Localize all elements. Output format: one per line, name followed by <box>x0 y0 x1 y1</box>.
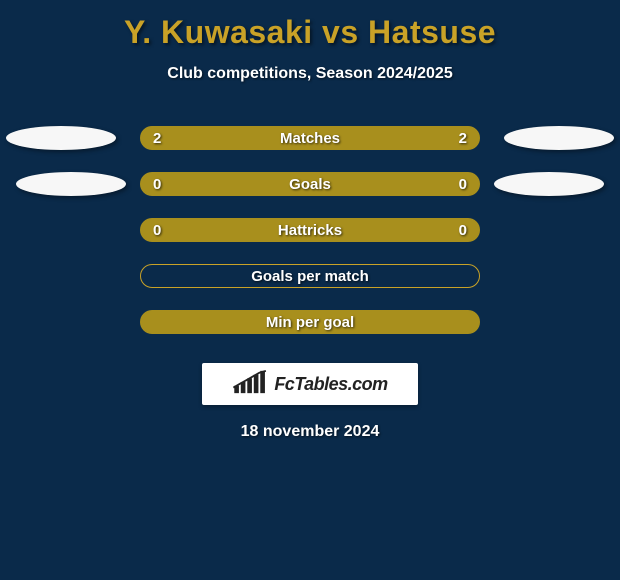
stat-box: Min per goal <box>140 310 480 334</box>
stat-value-left: 0 <box>153 222 161 239</box>
player-ellipse-right <box>504 126 614 150</box>
stat-box: Goals per match <box>140 264 480 288</box>
stat-value-left: 2 <box>153 130 161 147</box>
stat-row: Goals0 0 <box>0 161 620 207</box>
page-title: Y. Kuwasaki vs Hatsuse <box>0 0 620 51</box>
stat-row: Goals per match <box>0 253 620 299</box>
stat-box: Goals0 0 <box>140 172 480 196</box>
branding-text: FcTables.com <box>274 374 387 395</box>
stat-row: Matches2 2 <box>0 115 620 161</box>
stats-container: Matches22Goals00Hattricks00Goals per mat… <box>0 115 620 345</box>
stat-value-right: 2 <box>459 130 467 147</box>
stat-label: Goals <box>141 176 479 193</box>
stat-box: Hattricks0 0 <box>140 218 480 242</box>
stat-label: Hattricks <box>141 222 479 239</box>
stat-row: Min per goal <box>0 299 620 345</box>
stat-value-right: 0 <box>459 176 467 193</box>
stat-value-right: 0 <box>459 222 467 239</box>
player-ellipse-left <box>16 172 126 196</box>
stat-label: Matches <box>141 130 479 147</box>
player-ellipse-right <box>494 172 604 196</box>
stat-row: Hattricks0 0 <box>0 207 620 253</box>
stat-box: Matches2 2 <box>140 126 480 150</box>
bar-chart-icon <box>232 369 270 400</box>
date-label: 18 november 2024 <box>0 423 620 441</box>
stat-label: Min per goal <box>141 314 479 331</box>
stat-label: Goals per match <box>141 268 479 285</box>
branding-box: FcTables.com <box>202 363 418 405</box>
stat-value-left: 0 <box>153 176 161 193</box>
subtitle: Club competitions, Season 2024/2025 <box>0 65 620 83</box>
player-ellipse-left <box>6 126 116 150</box>
